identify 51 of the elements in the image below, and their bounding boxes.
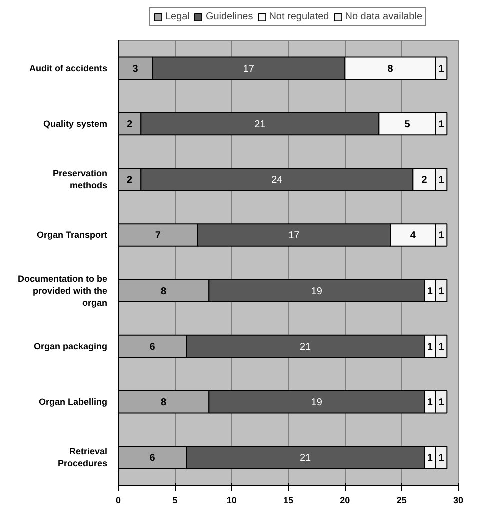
data-label: 1: [427, 286, 434, 298]
x-tick-label: 5: [172, 496, 178, 506]
data-label: 17: [243, 64, 255, 75]
data-label: 1: [427, 453, 434, 464]
data-label: 2: [422, 175, 428, 186]
data-label: 7: [155, 230, 162, 242]
data-label: 1: [438, 286, 445, 298]
data-label: 24: [272, 175, 284, 186]
legend-label: Guidelines: [206, 12, 254, 22]
x-tick-label: 30: [453, 496, 464, 506]
data-label: 2: [127, 119, 134, 130]
y-tick-label: Retrieval Procedures: [58, 446, 108, 469]
y-tick-label: Audit of accidents: [29, 63, 108, 74]
data-label: 1: [438, 398, 445, 409]
data-label: 6: [150, 453, 156, 464]
legend-label: Not regulated: [269, 12, 330, 22]
data-label: 2: [127, 175, 134, 186]
data-label: 19: [311, 286, 323, 298]
y-tick-label: Preservation methods: [52, 168, 108, 191]
y-tick-label: Quality system: [43, 118, 108, 129]
data-label: 1: [438, 342, 445, 353]
x-tick-label: 10: [226, 496, 237, 506]
data-label: 1: [438, 119, 445, 130]
data-label: 8: [161, 286, 168, 298]
data-label: 8: [161, 398, 168, 409]
data-label: 3: [132, 64, 139, 75]
data-label: 17: [288, 230, 300, 242]
legend-label: Legal: [165, 12, 190, 22]
x-tick-label: 0: [116, 496, 122, 506]
data-label: 1: [438, 175, 445, 186]
data-label: 21: [300, 342, 312, 353]
y-tick-label: Organ Transport: [36, 230, 108, 240]
x-tick-label: 20: [340, 496, 350, 506]
data-label: 6: [150, 342, 156, 353]
x-tick-label: 15: [283, 496, 294, 506]
x-tick-label: 25: [396, 496, 407, 506]
data-label: 21: [300, 453, 312, 464]
data-label: 1: [438, 64, 445, 75]
data-label: 1: [427, 342, 434, 353]
y-tick-label: Documentation to be provided with the organ: [18, 274, 108, 308]
data-label: 5: [404, 119, 411, 130]
y-tick-label: Organ Labelling: [38, 397, 108, 408]
data-label: 1: [438, 230, 445, 242]
data-label: 19: [311, 398, 323, 409]
data-label: 8: [388, 64, 394, 75]
data-label: 21: [254, 119, 266, 130]
data-label: 4: [410, 230, 416, 242]
legend-label: No data available: [345, 12, 423, 22]
y-tick-label: Organ packaging: [34, 341, 108, 352]
data-label: 1: [427, 398, 434, 409]
data-label: 1: [438, 453, 445, 464]
